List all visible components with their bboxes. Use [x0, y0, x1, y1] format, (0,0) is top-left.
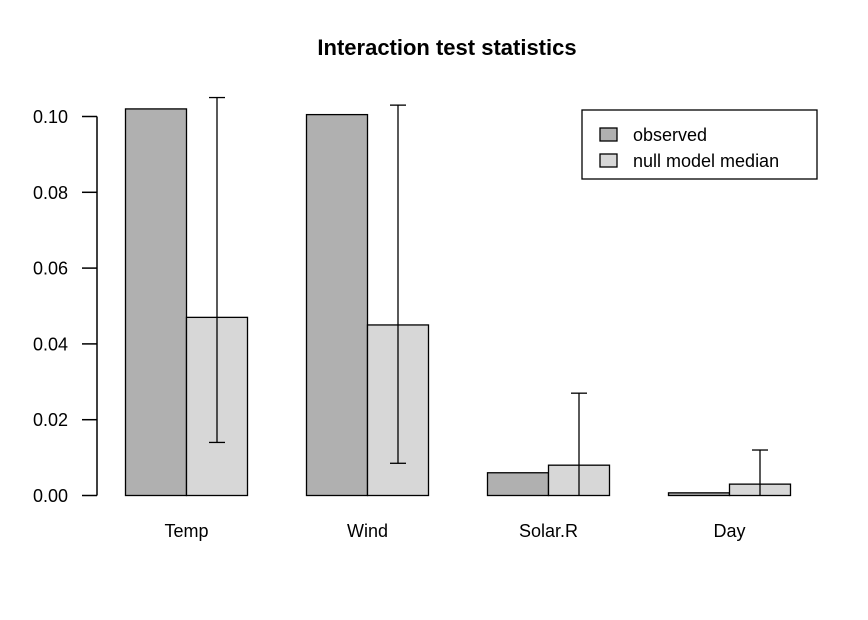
y-tick-label: 0.10: [33, 107, 68, 127]
bar-day-observed: [667, 492, 731, 497]
bars-group: [124, 108, 792, 497]
y-tick-label: 0.06: [33, 259, 68, 279]
y-tick-label: 0.08: [33, 183, 68, 203]
x-label-wind: Wind: [347, 521, 388, 541]
legend-box: [581, 109, 818, 180]
y-tick-label: 0.04: [33, 334, 68, 354]
bar-solarr-observed: [486, 472, 550, 497]
legend: observed null model median: [581, 109, 818, 180]
bar-temp-observed: [124, 108, 188, 497]
chart-title: Interaction test statistics: [317, 35, 576, 60]
legend-swatch-null-model-median: [599, 153, 618, 168]
y-tick-label: 0.00: [33, 486, 68, 506]
error-bars-group: [209, 96, 768, 496]
y-tick-label: 0.02: [33, 410, 68, 430]
x-label-day: Day: [713, 521, 745, 541]
x-label-solarr: Solar.R: [519, 521, 578, 541]
bar-wind-observed: [305, 113, 369, 497]
y-axis: 0.00 0.02 0.04 0.06 0.08 0.10: [33, 107, 98, 506]
x-label-temp: Temp: [164, 521, 208, 541]
legend-swatch-observed: [599, 127, 618, 142]
legend-label-null-model-median: null model median: [633, 151, 779, 171]
legend-label-observed: observed: [633, 125, 707, 145]
x-axis-labels: Temp Wind Solar.R Day: [164, 521, 745, 541]
